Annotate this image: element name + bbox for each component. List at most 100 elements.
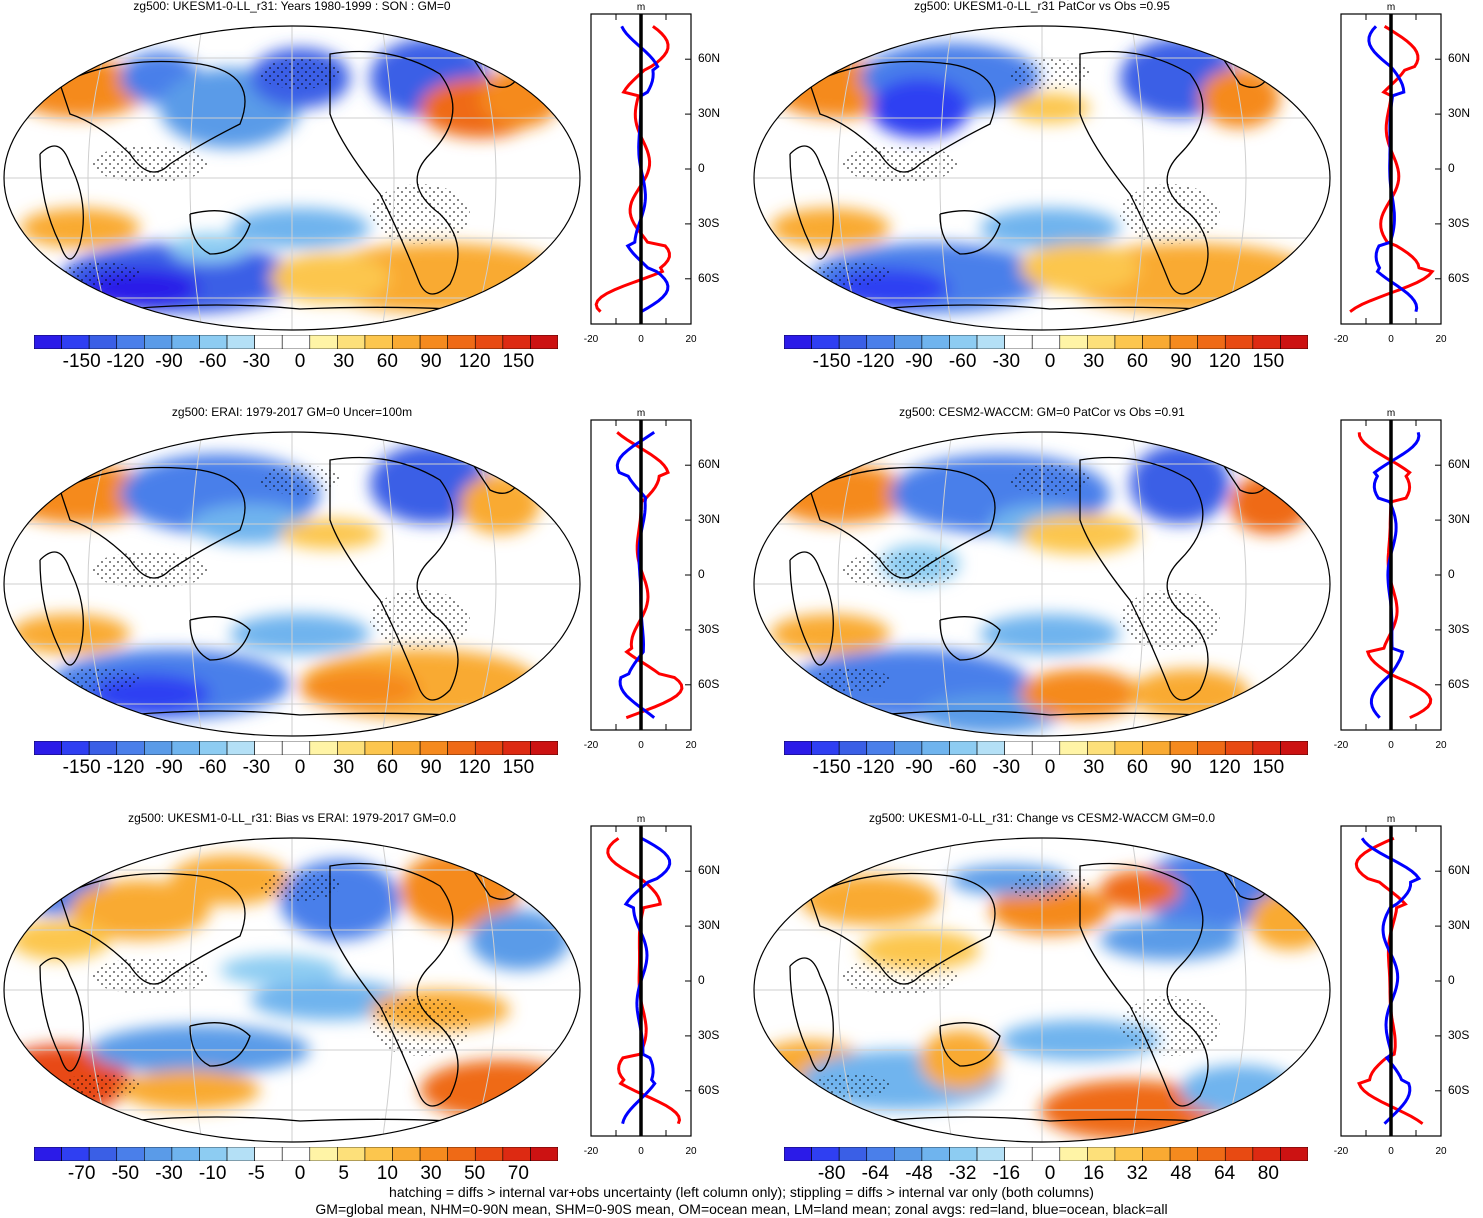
profile-tick-label: 0 bbox=[1388, 1146, 1394, 1157]
footer-line-1: hatching = diffs > internal var+obs unce… bbox=[389, 1184, 1094, 1200]
colorbar-tick-label: -64 bbox=[861, 1163, 890, 1184]
colorbar-swatch bbox=[88, 1147, 118, 1161]
colorbar-swatch bbox=[949, 335, 978, 349]
latitude-label: 60N bbox=[1448, 863, 1471, 878]
colorbar-swatch bbox=[447, 335, 476, 349]
colorbar-tick-label: -90 bbox=[905, 351, 933, 372]
colorbar-swatch bbox=[281, 1147, 311, 1161]
profile-tick-label: 20 bbox=[685, 740, 697, 751]
colorbar-swatch bbox=[921, 335, 950, 349]
field-anomaly bbox=[420, 1060, 580, 1120]
latitude-label: 30S bbox=[698, 621, 720, 636]
coastline bbox=[789, 145, 834, 260]
map-title: zg500: CESM2-WACCM: GM=0 PatCor vs Obs =… bbox=[899, 405, 1185, 419]
coastline bbox=[59, 872, 246, 985]
latitude-label: 60S bbox=[698, 1082, 720, 1097]
colorbar-tick-label: 60 bbox=[376, 757, 398, 778]
colorbar-tick-label: 150 bbox=[502, 351, 535, 372]
field-anomaly bbox=[1020, 669, 1140, 719]
world-map bbox=[753, 431, 1331, 737]
colorbar-tick-label: 5 bbox=[338, 1163, 349, 1184]
field-anomaly bbox=[70, 880, 210, 940]
colorbar-swatch bbox=[784, 1147, 812, 1161]
field-anomaly bbox=[980, 614, 1120, 654]
colorbar-tick-label: -150 bbox=[812, 351, 851, 372]
colorbar-tick-label: -150 bbox=[62, 757, 101, 778]
map-panel-6: zg500: UKESM1-0-LL_r31: Change vs CESM2-… bbox=[750, 811, 1483, 1212]
latitude-label: 0 bbox=[1448, 973, 1455, 987]
coastline bbox=[39, 957, 84, 1072]
colorbar-swatch bbox=[61, 741, 90, 755]
profile-tick-label: -20 bbox=[583, 1146, 599, 1157]
colorbar-swatch bbox=[116, 741, 145, 755]
latitude-label: 0 bbox=[1448, 567, 1455, 581]
field-anomaly bbox=[460, 474, 540, 534]
latitude-label: 30N bbox=[698, 512, 721, 527]
colorbar-swatch bbox=[921, 741, 950, 755]
profile-tick-label: 0 bbox=[638, 334, 644, 345]
field-anomaly bbox=[230, 208, 370, 248]
colorbar bbox=[784, 335, 1308, 349]
footer-notes: hatching = diffs > internal var+obs unce… bbox=[0, 1184, 1483, 1218]
profile-unit: m bbox=[636, 814, 646, 825]
colorbar-swatch bbox=[364, 741, 393, 755]
coastline bbox=[809, 466, 996, 579]
profile-tick-label: -20 bbox=[1333, 740, 1349, 751]
colorbar-swatch bbox=[226, 1147, 255, 1161]
colorbar-swatch bbox=[419, 1147, 448, 1161]
colorbar-swatch bbox=[281, 741, 311, 755]
colorbar-tick-label: -150 bbox=[812, 757, 851, 778]
colorbar-swatch bbox=[811, 741, 840, 755]
colorbar-swatch bbox=[254, 741, 283, 755]
colorbar-tick-label: -30 bbox=[242, 351, 271, 372]
colorbar-tick-label: -80 bbox=[817, 1163, 846, 1184]
colorbar-swatch bbox=[88, 741, 118, 755]
colorbar-swatch bbox=[419, 741, 448, 755]
map-title: zg500: UKESM1-0-LL_r31 PatCor vs Obs =0.… bbox=[914, 0, 1170, 13]
colorbar-swatch bbox=[337, 1147, 366, 1161]
field-anomaly bbox=[220, 955, 340, 985]
coastline bbox=[809, 872, 996, 985]
colorbar-swatch bbox=[530, 741, 558, 755]
colorbar-swatch bbox=[866, 335, 895, 349]
colorbar-tick-label: 0 bbox=[1044, 1163, 1056, 1184]
colorbar-swatch bbox=[1087, 741, 1116, 755]
profile-unit: m bbox=[1386, 2, 1396, 13]
colorbar-tick-label: 120 bbox=[458, 351, 491, 372]
field-anomaly bbox=[120, 1070, 260, 1110]
colorbar-swatch bbox=[171, 1147, 200, 1161]
colorbar-swatch bbox=[116, 1147, 145, 1161]
colorbar-swatch bbox=[976, 335, 1005, 349]
colorbar-tick-label: 0 bbox=[294, 1163, 306, 1184]
field-anomaly bbox=[1130, 669, 1250, 719]
colorbar-tick-label: -70 bbox=[67, 1163, 96, 1184]
colorbar-swatch bbox=[1169, 741, 1198, 755]
colorbar-swatch bbox=[1114, 741, 1143, 755]
colorbar-swatch bbox=[1004, 741, 1033, 755]
colorbar-swatch bbox=[949, 1147, 978, 1161]
colorbar-swatch bbox=[866, 741, 895, 755]
colorbar bbox=[34, 741, 558, 755]
colorbar-tick-label: -150 bbox=[62, 351, 101, 372]
colorbar-swatch bbox=[838, 335, 868, 349]
profile-tick-label: 20 bbox=[685, 1146, 697, 1157]
colorbar-tick-label: 120 bbox=[458, 757, 491, 778]
colorbar-swatch bbox=[1142, 1147, 1171, 1161]
colorbar-swatch bbox=[447, 741, 476, 755]
field-anomaly bbox=[1010, 93, 1090, 123]
colorbar-swatch bbox=[1004, 1147, 1033, 1161]
colorbar-tick-label: 10 bbox=[376, 1163, 398, 1184]
coastline bbox=[329, 862, 459, 1107]
latitude-label: 30N bbox=[1448, 512, 1471, 527]
colorbar-swatch bbox=[474, 1147, 504, 1161]
colorbar-swatch bbox=[34, 741, 62, 755]
latitude-label: 0 bbox=[698, 161, 705, 175]
colorbar-tick-label: -10 bbox=[198, 1163, 227, 1184]
latitude-label: 30N bbox=[698, 918, 721, 933]
colorbar-tick-label: 150 bbox=[1252, 351, 1285, 372]
colorbar-swatch bbox=[254, 1147, 283, 1161]
latitude-label: 60N bbox=[698, 863, 721, 878]
colorbar-swatch bbox=[1059, 1147, 1088, 1161]
colorbar-swatch bbox=[1197, 741, 1226, 755]
coastline bbox=[939, 1022, 1001, 1067]
